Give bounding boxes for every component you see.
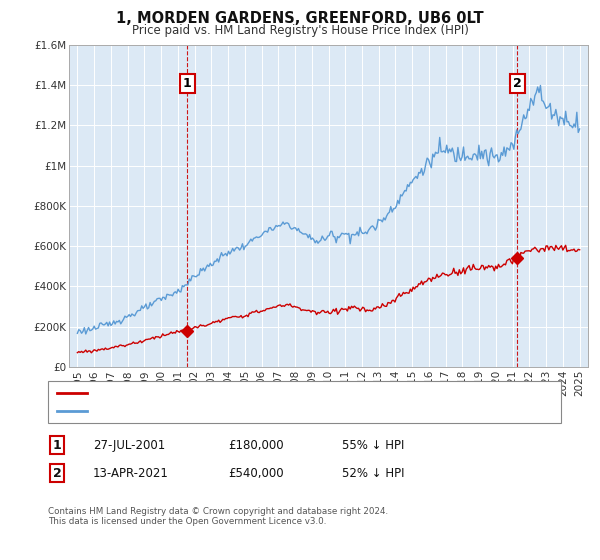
Text: 1, MORDEN GARDENS, GREENFORD, UB6 0LT (detached house): 1, MORDEN GARDENS, GREENFORD, UB6 0LT (d… <box>93 388 440 398</box>
Text: 52% ↓ HPI: 52% ↓ HPI <box>342 466 404 480</box>
Text: £180,000: £180,000 <box>228 438 284 452</box>
Text: 27-JUL-2001: 27-JUL-2001 <box>93 438 165 452</box>
Text: 1: 1 <box>183 77 192 90</box>
Text: Contains HM Land Registry data © Crown copyright and database right 2024.
This d: Contains HM Land Registry data © Crown c… <box>48 507 388 526</box>
Text: 13-APR-2021: 13-APR-2021 <box>93 466 169 480</box>
Text: 2: 2 <box>53 466 61 480</box>
Text: £540,000: £540,000 <box>228 466 284 480</box>
Text: Price paid vs. HM Land Registry's House Price Index (HPI): Price paid vs. HM Land Registry's House … <box>131 24 469 36</box>
Text: 2: 2 <box>513 77 522 90</box>
Text: 1: 1 <box>53 438 61 452</box>
Text: HPI: Average price, detached house, Ealing: HPI: Average price, detached house, Eali… <box>93 406 329 416</box>
Text: 1, MORDEN GARDENS, GREENFORD, UB6 0LT: 1, MORDEN GARDENS, GREENFORD, UB6 0LT <box>116 11 484 26</box>
Text: 55% ↓ HPI: 55% ↓ HPI <box>342 438 404 452</box>
